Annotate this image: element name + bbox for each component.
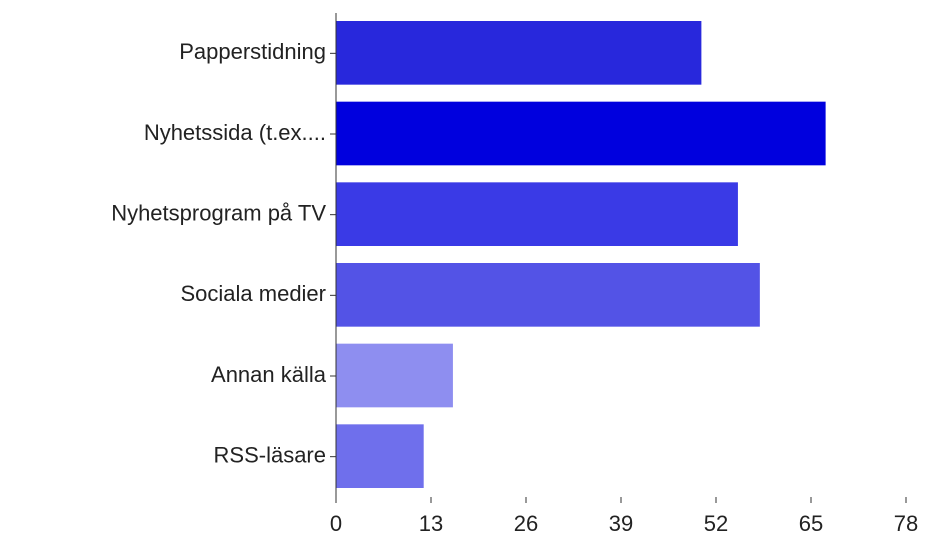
x-tick-label: 52 (704, 511, 728, 536)
bar (336, 182, 738, 246)
y-tick-label: Papperstidning (179, 39, 326, 64)
bar (336, 343, 453, 408)
x-tick-label: 13 (419, 511, 443, 536)
y-tick-label: Nyhetsprogram på TV (111, 200, 326, 225)
bar (336, 101, 826, 166)
bar (336, 263, 760, 327)
bar (336, 424, 424, 488)
y-tick-label: Annan källa (211, 362, 327, 387)
bar (336, 21, 702, 85)
x-tick-label: 65 (799, 511, 823, 536)
x-tick-label: 0 (330, 511, 342, 536)
x-tick-label: 39 (609, 511, 633, 536)
y-tick-label: RSS-läsare (214, 442, 326, 467)
x-tick-label: 26 (514, 511, 538, 536)
y-tick-label: Sociala medier (180, 281, 326, 306)
y-tick-label: Nyhetssida (t.ex.... (144, 120, 326, 145)
x-tick-label: 78 (894, 511, 918, 536)
